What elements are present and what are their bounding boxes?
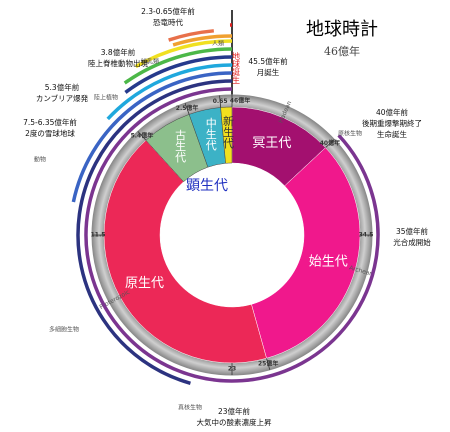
event-label: カンブリア爆発 — [36, 93, 89, 103]
event-label: 2.3-0.65億年前 — [141, 6, 195, 16]
lineage-label: 哺乳類 — [141, 58, 159, 66]
lineage-arc — [123, 47, 233, 85]
eon-label: 始生代 — [309, 254, 348, 269]
event-label: 光合成開始 — [393, 237, 431, 247]
eon-label: 原生代 — [125, 276, 164, 291]
event-label: 陸上脊椎動物出現 — [88, 58, 148, 68]
ring-tick-label: 0.65 — [213, 98, 228, 105]
event-label: 23億年前 — [218, 406, 251, 416]
event-label: 45.5億年前 — [248, 56, 288, 66]
event-label: 35億年前 — [396, 226, 429, 236]
era-segment — [220, 106, 233, 164]
era-label: 新生代 — [221, 114, 234, 149]
ring-tick-label: 11.5 — [91, 232, 106, 239]
event-label: 2度の雪球地球 — [25, 128, 75, 138]
lineage-arc — [76, 79, 233, 385]
event-label: 7.5-6.35億年前 — [23, 117, 77, 127]
eon-segment — [103, 139, 267, 364]
chart-subtitle: 46億年 — [324, 44, 360, 58]
phanerozoic-label: 顕生代 — [186, 178, 228, 194]
lineage-arc — [168, 29, 214, 42]
lineage-label: 真核生物 — [178, 404, 202, 412]
ring-tick — [266, 358, 271, 370]
event-label: 生命誕生 — [377, 129, 407, 139]
lineage-arc — [124, 55, 233, 94]
lineage-arc — [106, 63, 233, 121]
ring-tick-label: 46億年 — [230, 97, 250, 105]
event-label: 後期重爆撃期終了 — [362, 118, 422, 128]
lineage-arc — [134, 39, 233, 69]
event-label: 3.8億年前 — [101, 47, 136, 57]
lineage-arc — [84, 87, 380, 383]
chart-title: 地球時計 — [306, 19, 378, 40]
lineage-label: 人類 — [212, 40, 224, 48]
era-label: 中生代 — [204, 117, 217, 151]
lineage-arc — [172, 34, 233, 47]
ring-tick — [184, 102, 190, 115]
ring-tick — [325, 139, 335, 148]
event-label: 月誕生 — [257, 67, 280, 77]
era-label: 古生代 — [174, 129, 187, 163]
ring-tick-label: 34.5 — [359, 232, 374, 239]
ring-tick — [219, 95, 222, 108]
ring-tick-label: 5.4億年 — [131, 131, 154, 139]
lineage-label: 多細胞生物 — [49, 326, 79, 334]
ring-tick-label: 2.5億年 — [176, 104, 199, 112]
lineage-arc — [71, 71, 233, 203]
ring-tick-label: 23 — [228, 366, 236, 373]
ring-tick-label: 25億年 — [258, 360, 278, 368]
lineage-label: 動物 — [34, 156, 46, 164]
origin-label: 地球誕生 — [232, 51, 241, 84]
lineage-label: 原核生物 — [338, 130, 362, 138]
ring-tick — [137, 131, 147, 141]
ring-tick-label: 40億年 — [320, 139, 340, 147]
eon-label: 冥王代 — [252, 136, 291, 151]
event-label: 恐竜時代 — [153, 17, 183, 27]
lineage-label: 陸上植物 — [94, 94, 118, 102]
event-label: 40億年前 — [376, 107, 409, 117]
event-label: 大気中の酸素濃度上昇 — [197, 417, 272, 427]
eon-segment — [251, 147, 361, 359]
event-label: 5.3億年前 — [45, 82, 80, 92]
